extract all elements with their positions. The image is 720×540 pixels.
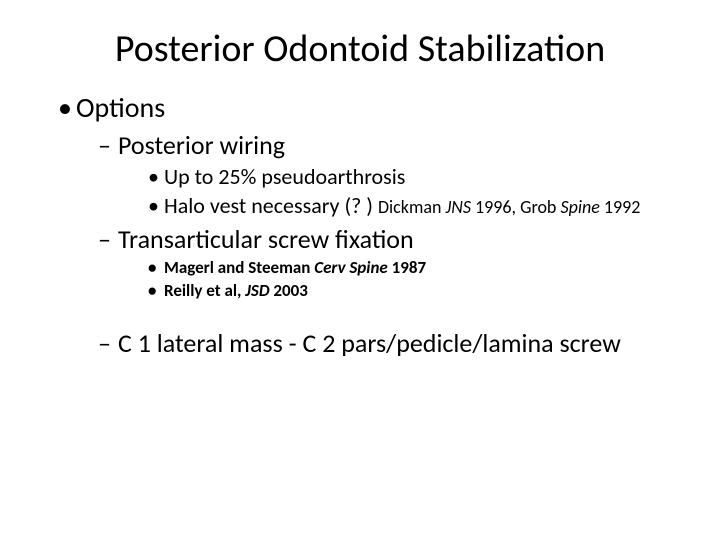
reference-year: 1987 [388,257,426,278]
bullet-disc-icon: • [58,90,76,125]
bullet-level1-options: • Options [58,90,680,125]
bullet-level3-reilly: • Reilly et al, JSD 2003 [148,280,680,301]
reference-journal: JSD [245,280,269,301]
main-text: Halo vest necessary (? ) [164,192,373,219]
reference-author: Grob [516,196,560,218]
bullet-disc-icon: • [148,257,164,278]
reference-author: Dickman [378,196,446,218]
reference-year: 1992 [600,196,641,218]
reference-year: 2003 [270,280,308,301]
spacer [40,301,680,323]
level2-text: Transarticular screw fixation [118,223,680,255]
level3-text: Up to 25% pseudoarthrosis [164,163,680,190]
bullet-level2-c1-lateral-mass: – C 1 lateral mass - C 2 pars/pedicle/la… [98,327,680,359]
slide-title: Posterior Odontoid Stabilization [40,26,680,72]
bullet-disc-icon: • [148,280,164,301]
bullet-level3-halo-vest: • Halo vest necessary (? ) Dickman JNS 1… [148,192,680,219]
bullet-disc-icon: • [148,163,164,190]
reference-journal: Cerv Spine [314,257,388,278]
level3-text: Reilly et al, JSD 2003 [164,280,680,301]
bullet-level3-magerl: • Magerl and Steeman Cerv Spine 1987 [148,257,680,278]
reference-journal: Spine [560,196,599,218]
reference-journal: JNS [445,196,470,218]
bullet-dash-icon: – [98,129,118,161]
bullet-level3-pseudoarthrosis: • Up to 25% pseudoarthrosis [148,163,680,190]
reference-author: Reilly et al, [164,280,245,301]
bullet-dash-icon: – [98,327,118,359]
bullet-level2-posterior-wiring: – Posterior wiring [98,129,680,161]
bullet-level2-transarticular: – Transarticular screw fixation [98,223,680,255]
reference-year: 1996, [471,196,516,218]
level3-text: Halo vest necessary (? ) Dickman JNS 199… [164,192,680,219]
level2-text: Posterior wiring [118,129,680,161]
bullet-dash-icon: – [98,223,118,255]
reference-author: Magerl and Steeman [164,257,314,278]
level1-text: Options [76,90,680,125]
level3-text: Magerl and Steeman Cerv Spine 1987 [164,257,680,278]
level2-text: C 1 lateral mass - C 2 pars/pedicle/lami… [118,327,680,359]
bullet-disc-icon: • [148,192,164,219]
